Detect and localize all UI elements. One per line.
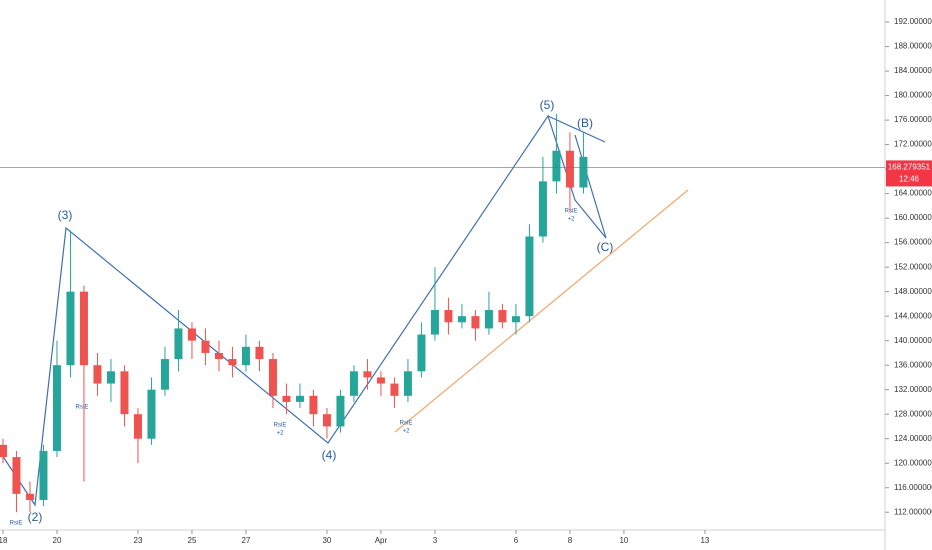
candle-body xyxy=(255,346,264,360)
x-tick-label: 23 xyxy=(134,536,143,545)
candle-body xyxy=(471,316,480,329)
candle-body xyxy=(66,291,75,366)
signal-label: +2 xyxy=(277,431,285,437)
signal-label: RsiE xyxy=(10,521,23,527)
candle-body xyxy=(39,450,48,500)
candle-body xyxy=(376,377,385,384)
candle-body xyxy=(12,457,21,494)
y-tick-label: 188.000000 xyxy=(894,42,932,51)
candle-body xyxy=(511,316,520,323)
trend-line xyxy=(547,115,606,143)
x-tick-label: 8 xyxy=(568,536,573,545)
candle-body xyxy=(336,395,345,427)
candle-body xyxy=(106,371,115,384)
time-label: 12:46 xyxy=(899,175,920,184)
candle-body xyxy=(241,346,250,366)
candle-body xyxy=(282,395,291,402)
signal-label: +2 xyxy=(403,429,411,435)
y-tick-label: 176.000000 xyxy=(894,115,932,124)
support-line xyxy=(394,189,689,433)
candle-body xyxy=(538,181,547,237)
x-tick-label: Apr xyxy=(375,536,388,545)
candle-body xyxy=(417,334,426,372)
x-tick-label: 6 xyxy=(514,536,519,545)
signal-label: +2 xyxy=(568,217,576,223)
y-tick-label: 160.000000 xyxy=(894,213,932,222)
y-tick-label: 124.000000 xyxy=(894,434,932,443)
y-tick-label: 120.000000 xyxy=(894,458,932,467)
y-tick-label: 132.000000 xyxy=(894,385,932,394)
last-price-box xyxy=(886,160,932,187)
signal-label: RsiE xyxy=(400,421,413,427)
x-tick-label: 20 xyxy=(53,536,62,545)
y-tick-label: 180.000000 xyxy=(894,91,932,100)
trend-line xyxy=(574,134,607,239)
y-tick-label: 144.000000 xyxy=(894,311,932,320)
candle-body xyxy=(565,150,574,188)
wave-label: (3) xyxy=(58,208,73,222)
y-tick-label: 140.000000 xyxy=(894,336,932,345)
x-tick-label: 30 xyxy=(322,536,331,545)
x-tick-label: 27 xyxy=(242,536,251,545)
y-tick-label: 172.000000 xyxy=(894,140,932,149)
signal-label: RsiE xyxy=(565,209,578,215)
candle-body xyxy=(160,359,169,390)
y-tick-label: 192.000000 xyxy=(894,17,932,26)
candle-body xyxy=(390,383,399,396)
wave-label: (B) xyxy=(577,116,593,130)
candle-body xyxy=(93,365,102,384)
candle-body xyxy=(0,444,7,458)
candle-body xyxy=(187,328,196,341)
signal-label: RsiE xyxy=(76,405,89,411)
y-tick-label: 164.000000 xyxy=(894,189,932,198)
candle-body xyxy=(268,359,277,396)
candle-body xyxy=(430,310,439,335)
candle-body xyxy=(52,365,61,451)
candle-body xyxy=(444,310,453,323)
y-tick-label: 152.000000 xyxy=(894,262,932,271)
candle-body xyxy=(322,414,331,427)
candle-body xyxy=(25,493,34,500)
y-tick-label: 136.000000 xyxy=(894,360,932,369)
y-tick-label: 128.000000 xyxy=(894,409,932,418)
wave-line xyxy=(0,114,607,507)
candle-body xyxy=(498,310,507,323)
y-tick-label: 116.000000 xyxy=(894,483,932,492)
candle-body xyxy=(484,310,493,329)
drawings xyxy=(0,114,689,507)
y-tick-label: 184.000000 xyxy=(894,66,932,75)
candle-body xyxy=(309,395,318,415)
candle-body xyxy=(214,352,223,360)
candle-body xyxy=(403,371,412,396)
candle-body xyxy=(349,371,358,396)
candle-body xyxy=(525,236,534,317)
y-tick-label: 148.000000 xyxy=(894,287,932,296)
y-tick-label: 156.000000 xyxy=(894,238,932,247)
candle-body xyxy=(201,340,210,353)
wave-label: (4) xyxy=(322,448,337,462)
candle-body xyxy=(363,371,372,378)
x-tick-label: 10 xyxy=(619,536,628,545)
x-tick-label: 25 xyxy=(188,536,197,545)
x-tick-label: 18 xyxy=(0,536,8,545)
candle-body xyxy=(295,395,304,402)
x-tick-label: 13 xyxy=(700,536,709,545)
signal-label: RsiE xyxy=(274,423,287,429)
x-tick-label: 3 xyxy=(433,536,438,545)
candle-body xyxy=(552,150,561,182)
wave-label: (C) xyxy=(597,240,614,254)
candle-body xyxy=(147,389,156,439)
last-price-label: 168.279351 xyxy=(888,163,931,172)
wave-label: (5) xyxy=(540,98,555,112)
candle-body xyxy=(228,359,237,366)
candle-body xyxy=(120,371,129,415)
candle-body xyxy=(174,328,183,360)
candle-body xyxy=(79,291,88,366)
y-tick-label: 112.000000 xyxy=(894,507,932,516)
candle-body xyxy=(579,156,588,188)
candle-body xyxy=(457,316,466,323)
wave-label: (2) xyxy=(28,510,43,524)
candle-body xyxy=(133,414,142,439)
